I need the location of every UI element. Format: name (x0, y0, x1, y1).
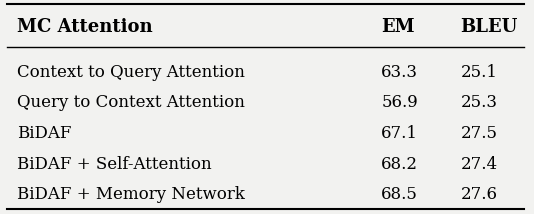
Text: BLEU: BLEU (460, 18, 518, 36)
Text: EM: EM (381, 18, 415, 36)
Text: BiDAF: BiDAF (17, 125, 72, 142)
Text: Context to Query Attention: Context to Query Attention (17, 64, 245, 81)
Text: 68.2: 68.2 (381, 156, 418, 172)
Text: 27.5: 27.5 (460, 125, 498, 142)
Text: MC Attention: MC Attention (17, 18, 153, 36)
Text: BiDAF + Self-Attention: BiDAF + Self-Attention (17, 156, 212, 172)
Text: 27.4: 27.4 (460, 156, 498, 172)
Text: BiDAF + Memory Network: BiDAF + Memory Network (17, 186, 245, 203)
Text: 67.1: 67.1 (381, 125, 418, 142)
Text: 56.9: 56.9 (381, 94, 418, 111)
Text: 25.1: 25.1 (460, 64, 498, 81)
Text: 25.3: 25.3 (460, 94, 498, 111)
Text: Query to Context Attention: Query to Context Attention (17, 94, 245, 111)
Text: 63.3: 63.3 (381, 64, 418, 81)
Text: 68.5: 68.5 (381, 186, 418, 203)
Text: 27.6: 27.6 (460, 186, 498, 203)
